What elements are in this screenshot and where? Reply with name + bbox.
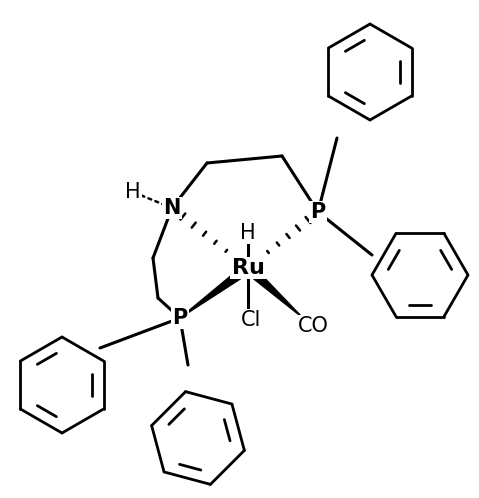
Text: H: H — [240, 223, 256, 243]
Text: P: P — [310, 202, 326, 222]
Text: Ru: Ru — [231, 258, 264, 278]
Polygon shape — [180, 264, 251, 318]
Text: N: N — [163, 198, 181, 218]
Text: H: H — [125, 182, 141, 202]
Text: CO: CO — [297, 316, 329, 336]
Text: Cl: Cl — [241, 310, 261, 330]
Polygon shape — [245, 264, 303, 318]
Text: P: P — [172, 308, 188, 328]
